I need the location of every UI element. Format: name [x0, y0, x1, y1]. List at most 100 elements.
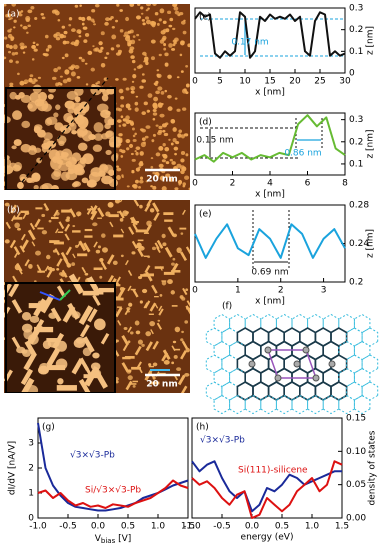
blob: [180, 338, 184, 342]
rod: [137, 243, 142, 250]
panel-label: (h): [196, 423, 209, 433]
rod: [154, 303, 159, 309]
hexagon: [205, 381, 223, 401]
atom: [302, 346, 310, 354]
blob: [92, 45, 95, 48]
rod: [109, 221, 114, 228]
blob: [81, 16, 86, 22]
blob: [4, 239, 10, 244]
blob: [139, 128, 144, 131]
rod: [124, 308, 130, 316]
rod: [10, 204, 18, 214]
rod: [132, 380, 138, 383]
rod: [112, 296, 121, 299]
rod: [19, 245, 26, 253]
blob: [183, 88, 187, 92]
blob: [104, 56, 108, 60]
rod: [171, 305, 178, 307]
blob: [180, 40, 185, 44]
blob: [182, 30, 187, 35]
blob: [172, 4, 178, 7]
rod: [148, 365, 155, 368]
blob: [120, 155, 124, 158]
blob: [160, 90, 165, 95]
blob: [5, 43, 10, 49]
blob: [57, 66, 62, 70]
blob: [98, 41, 103, 46]
x-tick-label: 1.5: [335, 522, 349, 532]
blob: [33, 147, 42, 153]
blob: [174, 37, 179, 42]
blob: [121, 174, 124, 177]
profile-arrow: [21, 77, 109, 183]
y-axis-label: z [nm]: [366, 26, 376, 55]
blob: [163, 153, 167, 157]
y-tick-label: 0.28: [349, 201, 369, 211]
legend-entry: Si/√3×√3-Pb: [85, 485, 141, 496]
blob: [105, 52, 110, 55]
blob: [61, 25, 66, 29]
rod: [11, 299, 23, 314]
blob: [138, 186, 141, 189]
y-tick-label: 0.2: [349, 278, 363, 288]
blob: [142, 22, 146, 26]
blob: [34, 79, 38, 82]
y-axis-label: z [nm]: [366, 129, 376, 158]
rod: [35, 207, 43, 210]
blob: [30, 5, 35, 10]
rod: [77, 253, 88, 257]
blob: [130, 121, 135, 126]
blob: [127, 39, 132, 45]
blob: [137, 275, 143, 280]
rod: [37, 227, 44, 230]
y-tick-label: 0.1: [349, 159, 363, 169]
blob: [162, 20, 167, 24]
blob: [65, 171, 78, 181]
blob: [132, 184, 137, 188]
rod: [149, 381, 160, 385]
rod: [133, 200, 140, 207]
blob: [67, 77, 72, 83]
blob: [68, 66, 72, 70]
blob: [157, 102, 163, 108]
x-axis-label: Vbias [V]: [95, 534, 132, 546]
blob: [132, 35, 136, 38]
blob: [118, 88, 124, 94]
rod: [68, 273, 85, 295]
rod: [181, 340, 189, 350]
blob: [78, 16, 83, 20]
blob: [14, 264, 21, 271]
blob: [4, 4, 7, 7]
blob: [94, 133, 103, 141]
blob: [81, 177, 89, 184]
blob: [73, 338, 86, 349]
blob: [9, 45, 13, 49]
blob: [8, 50, 12, 54]
rod: [185, 305, 190, 315]
blob: [167, 74, 172, 79]
blob: [56, 267, 60, 271]
blob: [107, 118, 116, 126]
blob: [21, 311, 32, 321]
blob: [185, 65, 189, 68]
blob: [185, 83, 190, 88]
hexagon: [275, 394, 293, 415]
rod: [29, 222, 36, 231]
legend-entry: √3×√3-Pb: [200, 435, 245, 446]
blob: [35, 250, 41, 256]
rod: [180, 350, 187, 360]
blob: [128, 119, 132, 123]
blob: [131, 80, 135, 83]
blob: [99, 257, 104, 263]
rod: [47, 365, 66, 371]
panel-label: (g): [42, 423, 55, 433]
blob: [40, 13, 44, 16]
rod: [16, 211, 22, 219]
blob: [126, 307, 131, 311]
blob: [70, 42, 73, 45]
blob: [122, 118, 127, 122]
rod: [13, 217, 23, 220]
blob: [120, 96, 125, 100]
blob: [51, 76, 57, 80]
x-tick-label: 0: [192, 286, 198, 296]
